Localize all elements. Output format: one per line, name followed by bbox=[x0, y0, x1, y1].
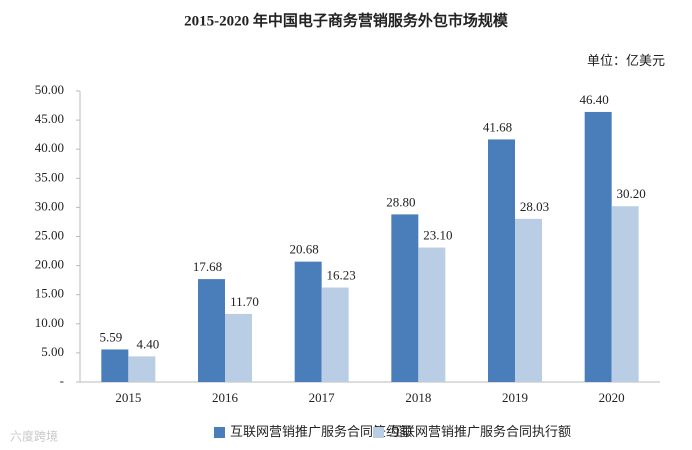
y-tick-label: 20.00 bbox=[35, 257, 64, 272]
x-tick-label: 2017 bbox=[309, 390, 336, 405]
y-tick-label: - bbox=[60, 373, 64, 388]
x-tick-label: 2018 bbox=[405, 390, 431, 405]
data-label: 4.40 bbox=[136, 336, 159, 351]
data-label: 41.68 bbox=[483, 119, 512, 134]
legend-swatch bbox=[373, 427, 384, 438]
y-tick-label: 35.00 bbox=[35, 169, 64, 184]
y-tick-label: 50.00 bbox=[35, 82, 64, 97]
bar bbox=[418, 247, 446, 382]
data-label: 28.03 bbox=[520, 199, 549, 214]
x-tick-label: 2016 bbox=[212, 390, 239, 405]
bar bbox=[321, 287, 349, 382]
legend-swatch bbox=[214, 427, 225, 438]
bar bbox=[198, 279, 225, 382]
legend-label: 互联网营销推广服务合同签约额 bbox=[230, 424, 412, 439]
bar bbox=[611, 206, 639, 382]
y-tick-label: 30.00 bbox=[35, 198, 64, 213]
y-tick-label: 5.00 bbox=[41, 344, 64, 359]
bar bbox=[294, 261, 322, 382]
data-label: 17.68 bbox=[193, 259, 222, 274]
x-tick-label: 2015 bbox=[115, 390, 141, 405]
x-tick-label: 2019 bbox=[502, 390, 528, 405]
data-label: 11.70 bbox=[230, 294, 259, 309]
y-tick-label: 25.00 bbox=[35, 227, 64, 242]
data-label: 30.20 bbox=[617, 186, 646, 201]
y-tick-label: 45.00 bbox=[35, 111, 64, 126]
legend-label: 互联网营销推广服务合同执行额 bbox=[389, 424, 571, 439]
bar bbox=[101, 349, 129, 382]
bar bbox=[488, 139, 515, 382]
data-label: 20.68 bbox=[290, 242, 319, 257]
data-label: 28.80 bbox=[386, 194, 415, 209]
unit-label: 单位：亿美元 bbox=[587, 53, 665, 68]
data-label: 23.10 bbox=[423, 228, 452, 243]
x-tick-label: 2020 bbox=[599, 390, 625, 405]
y-tick-label: 10.00 bbox=[35, 315, 64, 330]
watermark: 六度跨境 bbox=[10, 429, 58, 444]
y-tick-label: 15.00 bbox=[35, 286, 64, 301]
bar bbox=[391, 214, 419, 382]
data-label: 46.40 bbox=[580, 92, 609, 107]
data-label: 16.23 bbox=[327, 268, 356, 283]
bar bbox=[515, 218, 542, 382]
bar bbox=[584, 111, 612, 383]
bar bbox=[128, 356, 156, 382]
bar bbox=[225, 313, 252, 382]
y-tick-label: 40.00 bbox=[35, 140, 64, 155]
chart-title: 2015-2020 年中国电子商务营销服务外包市场规模 bbox=[184, 11, 509, 29]
data-label: 5.59 bbox=[99, 329, 122, 344]
